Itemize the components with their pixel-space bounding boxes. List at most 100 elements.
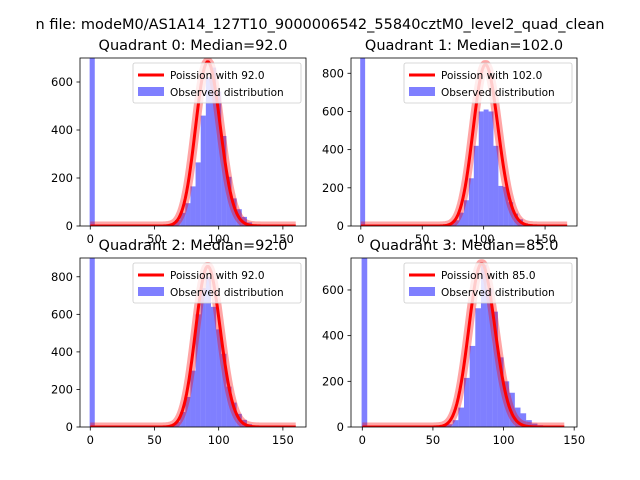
axes-frame: [350, 57, 578, 227]
histogram-bar: [503, 186, 509, 226]
x-tick-label: 150: [534, 232, 556, 246]
histogram-bar: [226, 176, 232, 226]
histogram-bar: [216, 329, 222, 427]
histogram-bar: [205, 276, 211, 427]
y-tick-label: 400: [51, 123, 73, 137]
histogram-bar: [531, 423, 538, 427]
histogram-bar: [231, 402, 237, 427]
subplot-title: Quadrant 3: Median=85.0: [370, 238, 559, 254]
legend-bar-swatch: [409, 87, 435, 96]
histogram-bar: [226, 386, 232, 427]
subplot-title: Quadrant 2: Median=92.0: [99, 238, 288, 254]
histogram-bar: [458, 407, 464, 427]
legend-label-poisson: Poission with 92.0: [170, 70, 265, 82]
y-tick-label: 800: [322, 66, 344, 80]
x-tick-label: 50: [426, 433, 441, 447]
y-tick-label: 600: [51, 75, 73, 89]
subplot-title: Quadrant 0: Median=92.0: [99, 38, 288, 54]
y-tick-label: 200: [322, 181, 344, 195]
histogram-bar: [205, 77, 211, 226]
histogram-bar: [513, 213, 519, 226]
legend-label-poisson: Poission with 102.0: [441, 70, 542, 82]
histogram-bar: [221, 353, 227, 427]
legend-label-observed: Observed distribution: [441, 287, 555, 299]
histogram-bar: [175, 421, 181, 427]
histogram-bar: [478, 111, 484, 226]
histogram-bar: [200, 288, 206, 427]
histogram-bar: [480, 264, 487, 427]
histogram-bar: [469, 345, 476, 427]
y-tick-label: 0: [66, 219, 73, 233]
histogram-bar-zero: [361, 258, 368, 427]
subplot-title: Quadrant 1: Median=102.0: [365, 38, 563, 54]
histogram-bar: [195, 162, 201, 226]
histogram-bar: [221, 136, 227, 226]
x-tick-label: 100: [208, 433, 230, 447]
histogram-bar: [488, 111, 494, 226]
histogram-bar: [493, 145, 499, 226]
histogram-bar: [180, 411, 186, 427]
legend-label-poisson: Poission with 85.0: [441, 270, 536, 282]
histogram-bar: [464, 377, 470, 427]
histogram-bar: [185, 396, 191, 427]
axes-frame: [350, 257, 578, 428]
histogram-bar: [195, 314, 201, 427]
legend-bar-swatch: [409, 287, 435, 296]
histogram-bar-zero: [360, 58, 366, 226]
x-tick-label: 150: [563, 433, 585, 447]
subplot-quadrant-0: 0 50 100 150 0 200 400 600 Quadrant 0: Median=92…: [51, 38, 307, 246]
histogram-bar: [508, 202, 514, 226]
x-tick-label: 150: [272, 433, 294, 447]
legend-box: [132, 62, 302, 104]
x-tick-label: 100: [208, 232, 230, 246]
x-tick-label: 50: [415, 232, 430, 246]
subplot-quadrant-3: 0 50 100 150 0 200 400 600 Quadrant 3: Median=85…: [322, 238, 585, 447]
histogram-bar: [509, 392, 515, 427]
subplot-quadrant-1: 0 50 100 150 0 200 400 600 800 Quadrant 1: Median…: [322, 38, 578, 246]
y-tick-label: 200: [51, 382, 73, 396]
histogram-bar: [210, 67, 217, 226]
histogram-bar: [454, 220, 460, 226]
x-tick-label: 50: [147, 433, 162, 447]
histogram-bar: [175, 220, 181, 226]
x-tick-label: 100: [473, 232, 495, 246]
x-tick-label: 150: [272, 232, 294, 246]
x-tick-label: 50: [147, 232, 162, 246]
histogram-bar: [483, 109, 489, 226]
histogram-bar: [216, 91, 222, 226]
x-tick-label: 0: [359, 433, 366, 447]
x-tick-label: 0: [87, 433, 94, 447]
legend: Poission with 92.0 Observed distribution: [132, 262, 302, 304]
histogram-bar: [473, 145, 479, 226]
histogram-bar: [520, 413, 527, 427]
histogram-bar-zero: [89, 58, 95, 226]
histogram-bar: [498, 185, 504, 226]
histogram-bar: [492, 311, 498, 427]
histogram-bar: [180, 212, 186, 226]
axes-frame: [79, 257, 307, 428]
legend-bar-swatch: [138, 287, 164, 296]
y-tick-label: 800: [51, 270, 73, 284]
x-tick-label: 0: [357, 232, 364, 246]
legend-label-observed: Observed distribution: [170, 87, 284, 99]
histogram-bar: [475, 308, 481, 427]
histogram-bar: [486, 288, 493, 427]
y-tick-label: 200: [51, 171, 73, 185]
histogram-bar: [190, 186, 196, 226]
legend: Poission with 92.0 Observed distribution: [132, 62, 302, 104]
histogram-bar: [514, 407, 521, 427]
histogram-bar: [210, 306, 217, 427]
histogram-bar: [200, 115, 206, 226]
histogram-bar-zero: [89, 258, 95, 427]
histogram-bar: [526, 420, 532, 427]
x-tick-label: 0: [87, 232, 94, 246]
legend: Poission with 85.0 Observed distribution: [403, 262, 573, 304]
x-tick-label: 100: [493, 433, 515, 447]
legend-label-observed: Observed distribution: [441, 87, 555, 99]
y-tick-label: 400: [322, 143, 344, 157]
histogram-bar: [497, 357, 504, 427]
y-tick-label: 600: [51, 307, 73, 321]
histogram-bar: [447, 424, 453, 427]
histogram-bar: [452, 420, 459, 427]
